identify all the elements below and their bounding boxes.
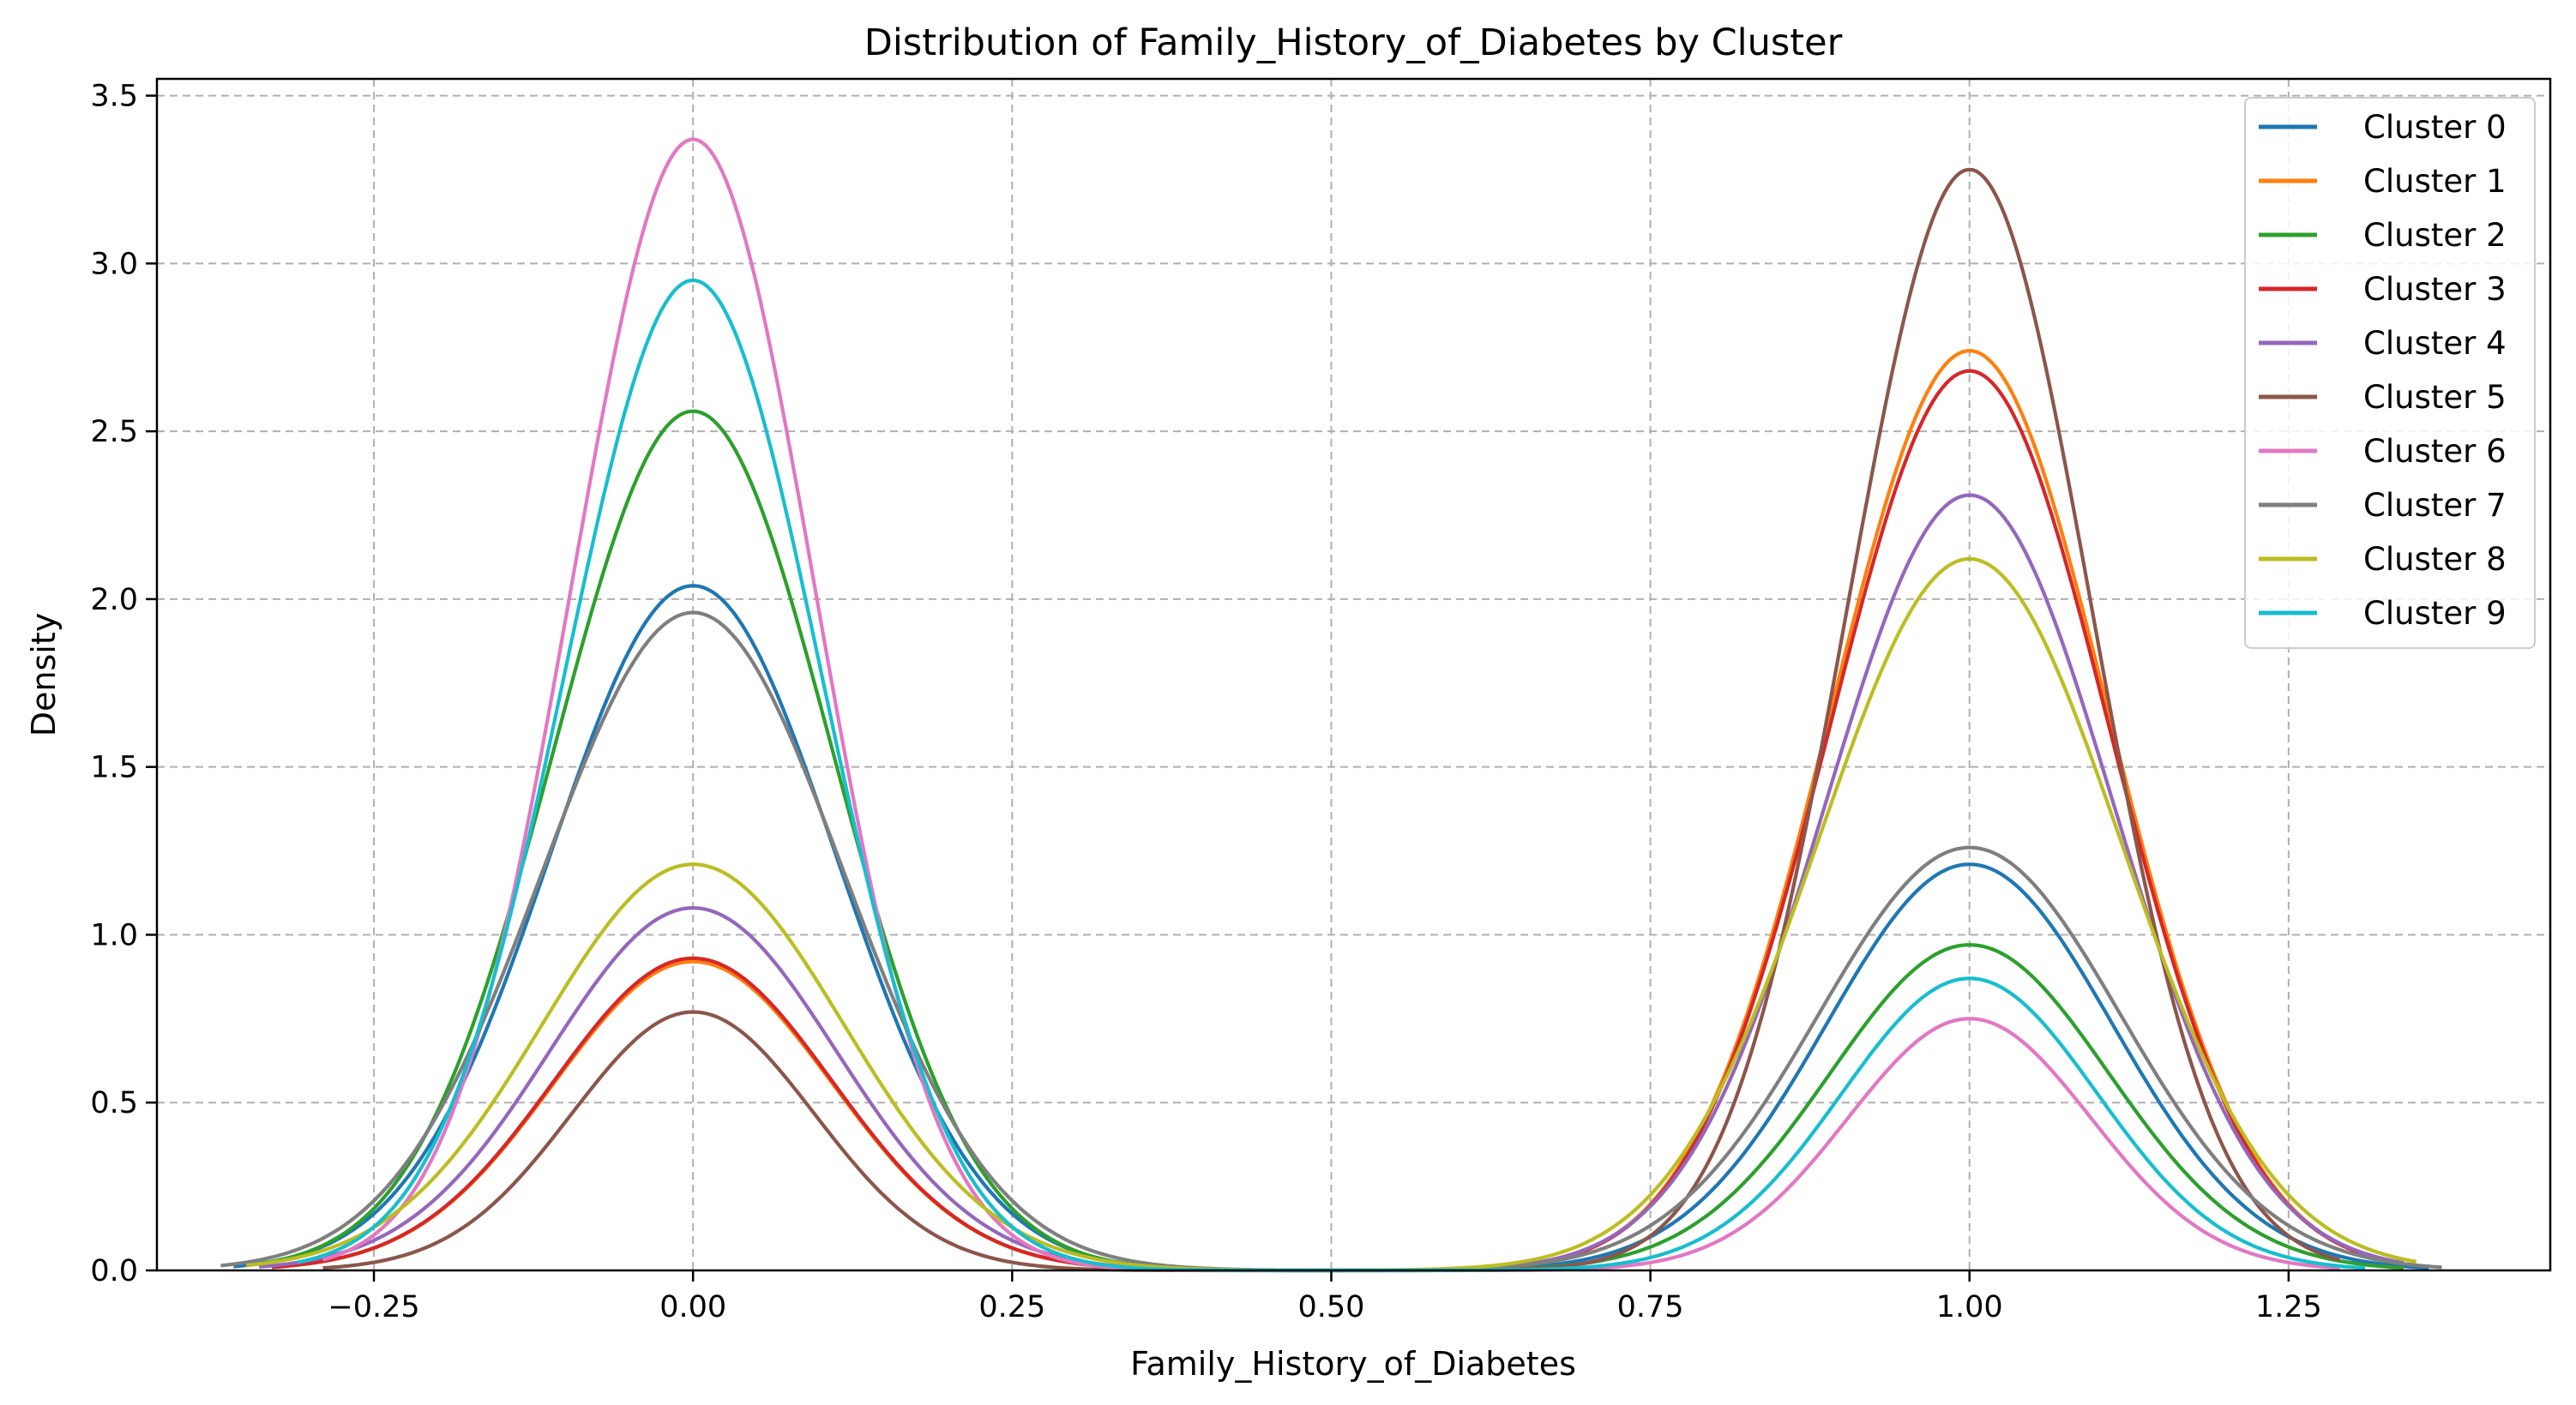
x-tick-label: 0.50 xyxy=(1297,1290,1364,1324)
legend-label-cluster-9: Cluster 9 xyxy=(2363,595,2507,632)
chart-title: Distribution of Family_History_of_Diabet… xyxy=(864,21,1843,64)
legend-label-cluster-6: Cluster 6 xyxy=(2363,433,2507,470)
legend: Cluster 0 Cluster 1 Cluster 2 Cluster 3 Clus… xyxy=(2244,97,2536,649)
legend-label-cluster-8: Cluster 8 xyxy=(2363,541,2507,578)
y-tick-label: 0.0 xyxy=(90,1254,138,1288)
y-tick-label: 2.5 xyxy=(90,415,138,449)
legend-label-cluster-1: Cluster 1 xyxy=(2363,163,2507,200)
y-tick-label: 0.5 xyxy=(90,1086,138,1120)
y-tick-label: 3.5 xyxy=(90,80,138,114)
x-tick-label: 1.00 xyxy=(1936,1290,2003,1324)
axis-ticks: −0.25 0.00 0.25 0.50 0.75 1.00 1.25 0.0 0.5 1.0 1.… xyxy=(90,80,2321,1324)
y-tick-label: 1.0 xyxy=(90,918,138,952)
legend-label-cluster-2: Cluster 2 xyxy=(2363,217,2507,254)
x-tick-label: 0.25 xyxy=(978,1290,1045,1324)
x-tick-label: −0.25 xyxy=(328,1290,419,1324)
legend-label-cluster-0: Cluster 0 xyxy=(2363,109,2507,146)
x-axis-label: Family_History_of_Diabetes xyxy=(1130,1345,1576,1383)
legend-label-cluster-5: Cluster 5 xyxy=(2363,379,2507,416)
x-tick-label: 1.25 xyxy=(2255,1290,2322,1324)
plot-frame xyxy=(155,77,2552,1272)
x-tick-label: 0.00 xyxy=(659,1290,726,1324)
y-tick-label: 2.0 xyxy=(90,583,138,617)
legend-label-cluster-7: Cluster 7 xyxy=(2363,487,2507,524)
legend-box xyxy=(2244,97,2536,649)
y-axis-label: Density xyxy=(25,613,63,736)
y-tick-label: 3.0 xyxy=(90,247,138,281)
legend-label-cluster-3: Cluster 3 xyxy=(2363,271,2507,308)
x-tick-label: 0.75 xyxy=(1617,1290,1684,1324)
y-tick-label: 1.5 xyxy=(90,751,138,785)
legend-label-cluster-4: Cluster 4 xyxy=(2363,325,2507,362)
